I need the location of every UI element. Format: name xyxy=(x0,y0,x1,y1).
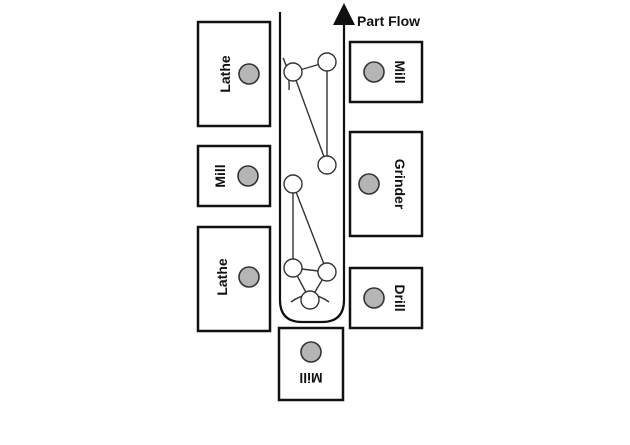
robot-bottom xyxy=(283,174,337,310)
spindle-icon xyxy=(237,165,259,187)
machine-grinder: Grinder xyxy=(348,130,424,238)
machine-label: Mill xyxy=(212,164,228,187)
spindle-icon xyxy=(358,173,380,195)
machine-label: Lathe xyxy=(214,258,230,296)
spindle-icon xyxy=(363,61,385,83)
spindle-icon xyxy=(300,341,322,363)
machine-mill-left: Mill xyxy=(196,144,272,208)
conveyor-channel xyxy=(278,12,346,324)
machine-label: Drill xyxy=(392,284,408,311)
spindle-icon xyxy=(238,266,260,288)
robot-top xyxy=(282,52,337,175)
machine-label: Grinder xyxy=(392,159,408,210)
spindle-icon xyxy=(363,287,385,309)
machine-label: Lathe xyxy=(217,55,233,93)
machine-mill-right: Mill xyxy=(348,40,424,104)
machine-label: Mill xyxy=(392,60,408,83)
part-flow-label: Part Flow xyxy=(357,13,420,29)
machine-lathe-bottom: Lathe xyxy=(196,225,272,333)
machine-lathe-top: Lathe xyxy=(196,20,272,128)
machine-mill-bottom: Mill xyxy=(277,326,345,402)
machine-drill: Drill xyxy=(348,266,424,330)
machine-label: Mill xyxy=(299,370,322,386)
spindle-icon xyxy=(238,63,260,85)
